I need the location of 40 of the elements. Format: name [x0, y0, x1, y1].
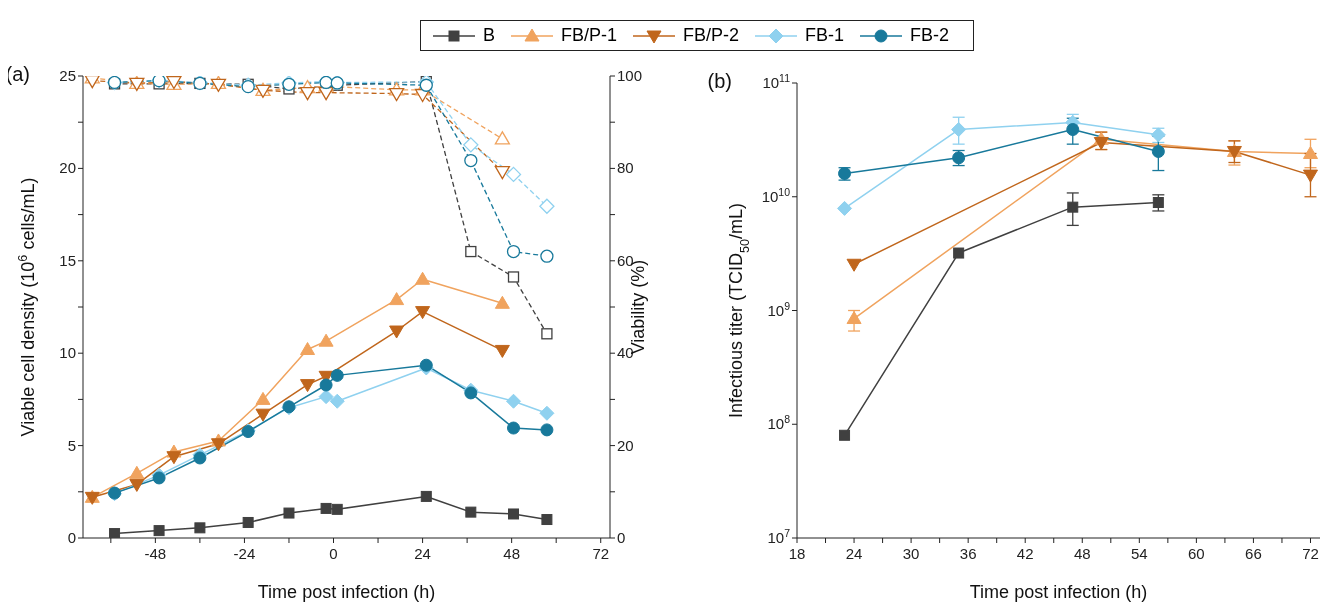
y-tick-label: 10$^{7}$ [767, 527, 791, 546]
legend-label: FB-2 [910, 25, 950, 46]
x-tick-label: -48 [144, 545, 167, 562]
legend-label: B [483, 25, 496, 46]
y2-tick-label: 60 [617, 251, 634, 269]
y-tick-label: 20 [59, 159, 76, 177]
legend-label: FB-1 [805, 25, 845, 46]
x-tick-label: 72 [1302, 545, 1319, 562]
x-tick-label: 36 [959, 545, 977, 562]
y2-tick-label: 0 [617, 529, 626, 546]
x-axis-title: Time post infection (h) [969, 582, 1148, 602]
y-tick-label: 10$^{8}$ [767, 413, 791, 433]
y-tick-label: 10 [59, 344, 76, 362]
y-tick-label: 25 [59, 67, 76, 84]
x-tick-label: 24 [845, 545, 863, 562]
legend-label: FB/P-1 [561, 25, 618, 46]
y-tick-label: 10$^{11}$ [762, 72, 791, 91]
x-tick-label: 60 [1188, 545, 1205, 562]
x-axis-title: Time post infection (h) [257, 582, 436, 602]
x-tick-label: 30 [902, 545, 920, 562]
y2-tick-label: 80 [617, 159, 634, 177]
x-tick-label: 72 [592, 545, 610, 562]
y-tick-label: 15 [59, 251, 76, 269]
x-tick-label: 66 [1245, 545, 1262, 562]
y-tick-label: 5 [67, 436, 76, 454]
y2-tick-label: 20 [617, 436, 634, 454]
y2-tick-label: 100 [617, 67, 643, 84]
x-tick-label: 24 [414, 545, 431, 562]
x-tick-label: 42 [1016, 545, 1034, 562]
legend-label: FB/P-2 [683, 25, 740, 46]
y-tick-label: 10$^{10}$ [761, 185, 791, 205]
y-tick-label: 10$^{9}$ [767, 299, 791, 319]
x-tick-label: 48 [1073, 545, 1091, 562]
x-tick-label: 18 [788, 545, 806, 562]
x-tick-label: 54 [1130, 545, 1148, 562]
x-tick-label: 0 [329, 545, 338, 562]
x-tick-label: 48 [503, 545, 520, 562]
text: (b) [707, 70, 732, 92]
x-tick-label: -24 [233, 545, 256, 562]
y-tick-label: 0 [67, 529, 76, 546]
